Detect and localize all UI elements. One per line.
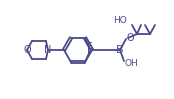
Text: O: O xyxy=(23,45,31,55)
Text: OH: OH xyxy=(124,59,138,68)
Text: F: F xyxy=(87,48,93,58)
Text: HO: HO xyxy=(113,16,127,24)
Text: N: N xyxy=(44,45,52,55)
Text: F: F xyxy=(87,42,93,52)
Text: B: B xyxy=(116,45,124,55)
Text: O: O xyxy=(126,33,134,43)
